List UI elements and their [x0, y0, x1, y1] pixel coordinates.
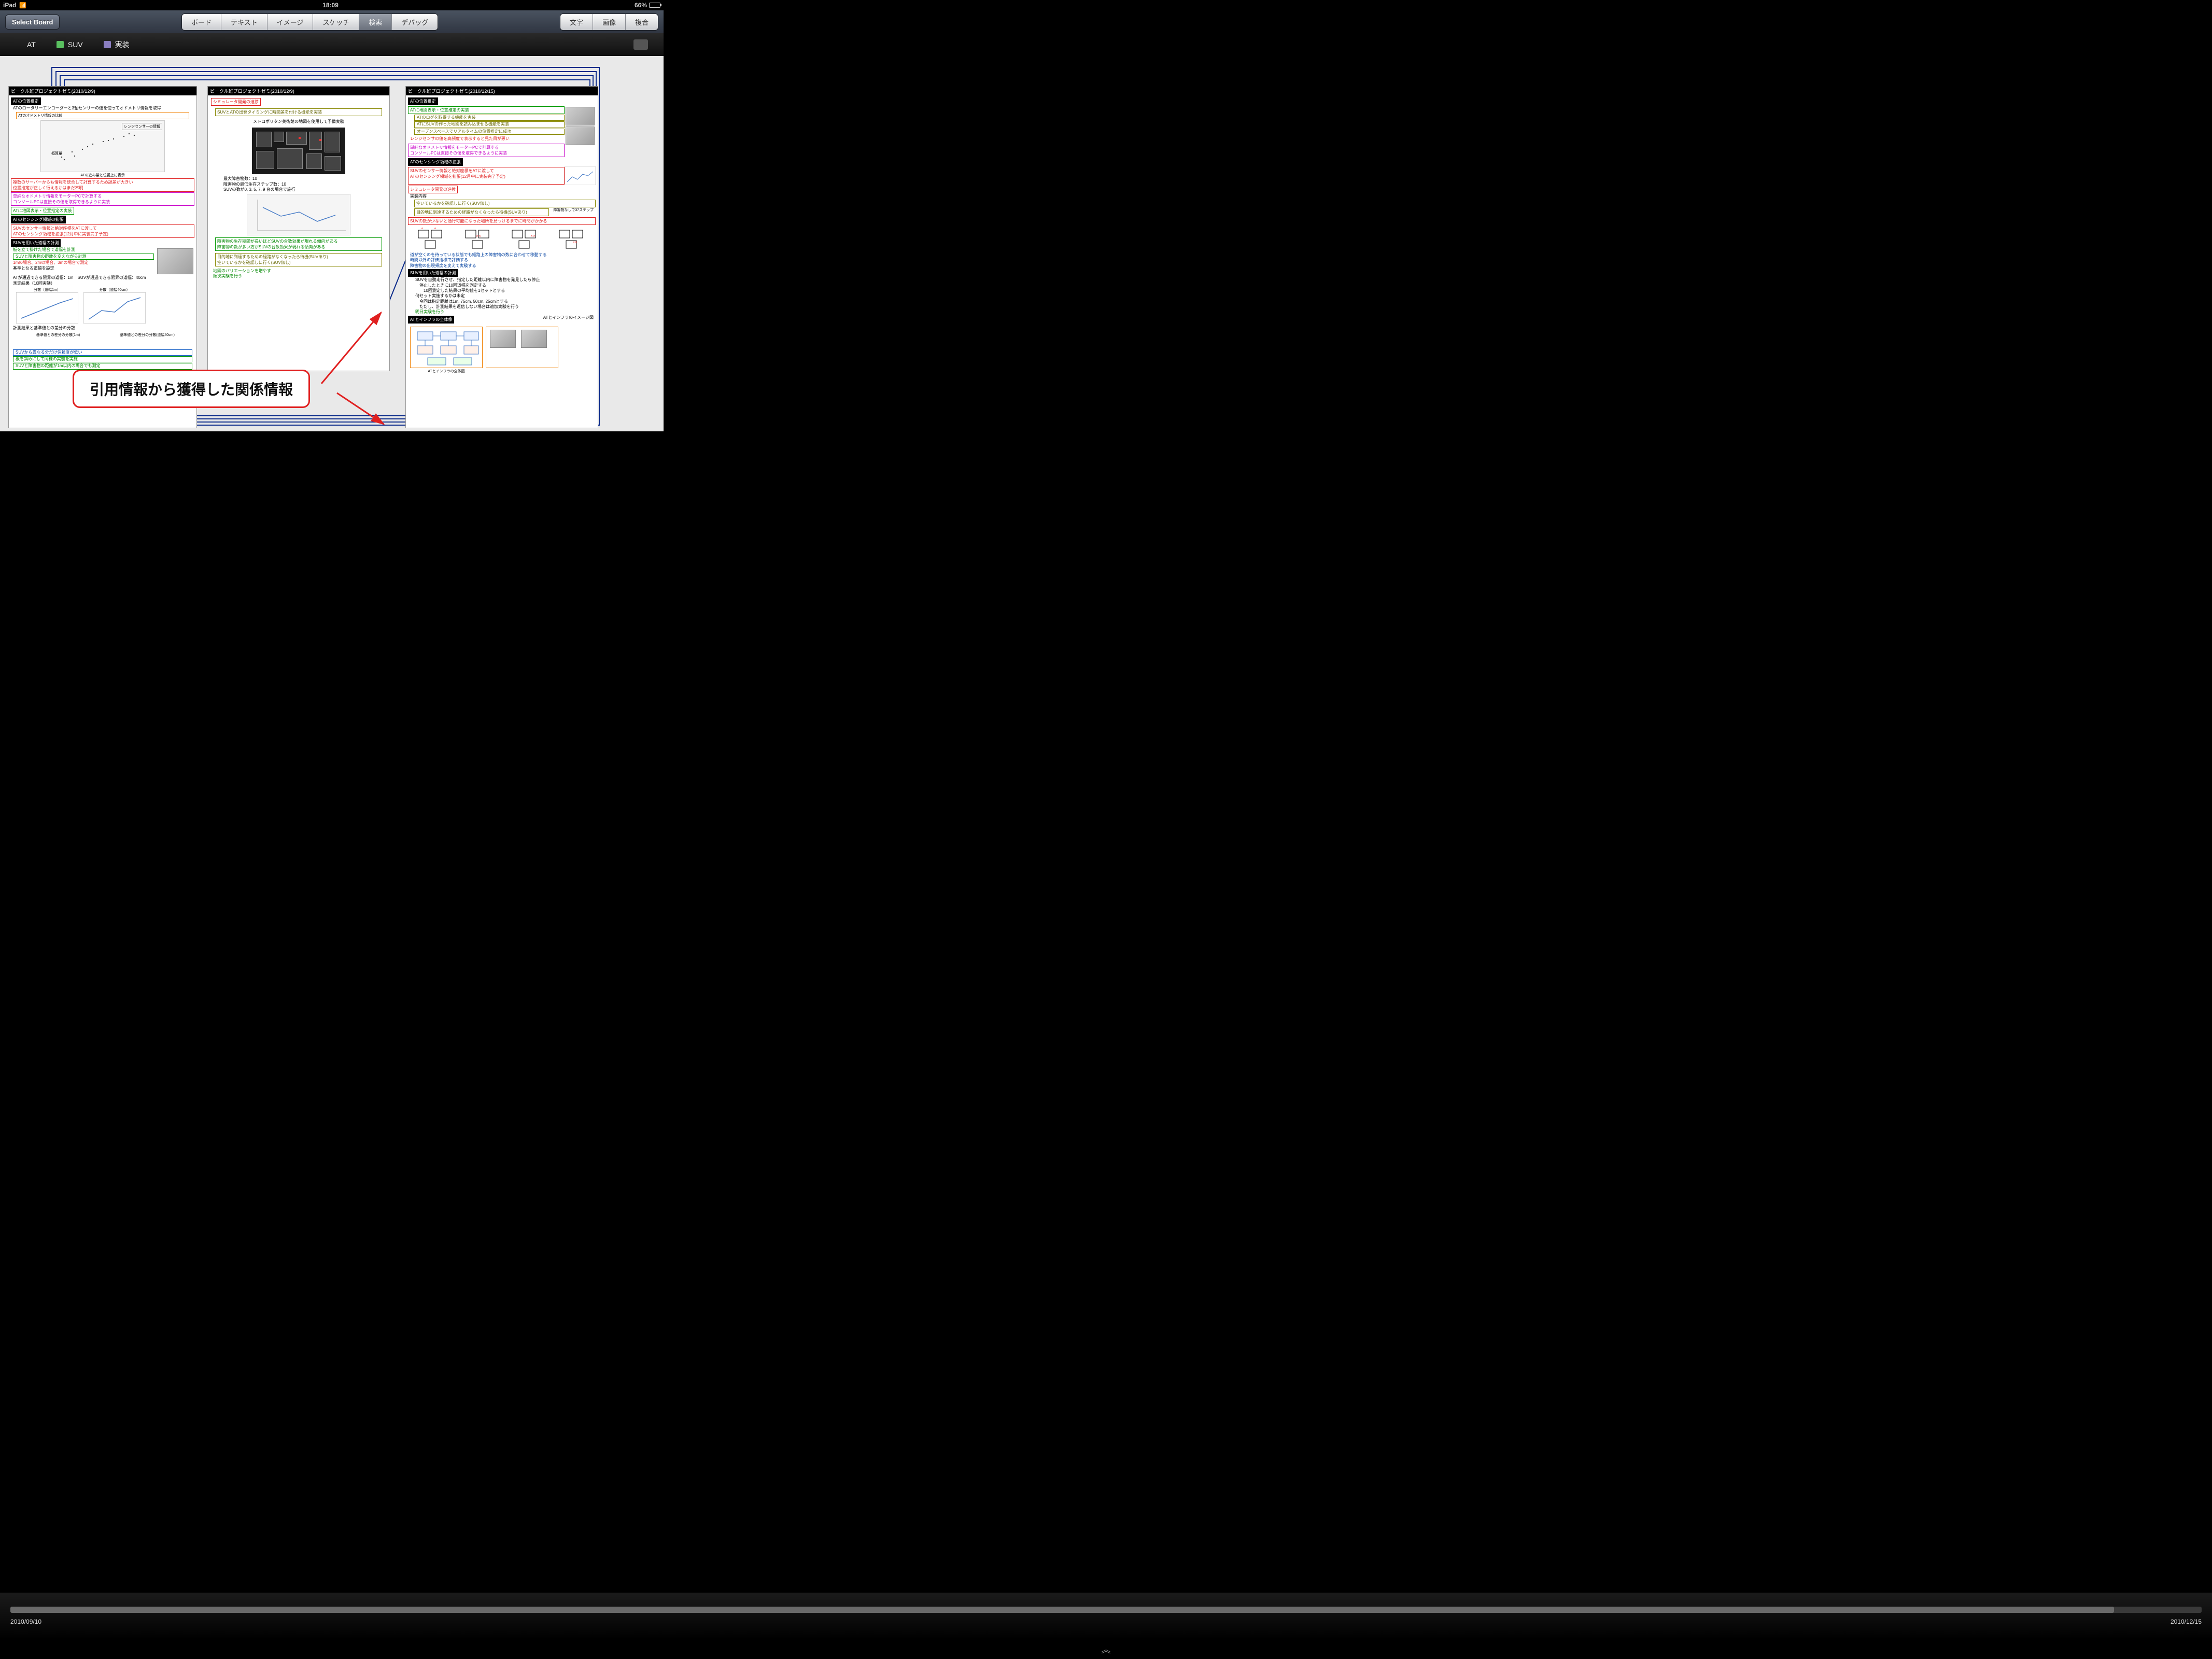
b3-sec4: SUVを用いた道幅の計測 — [408, 269, 458, 277]
timeline-fill — [10, 1607, 2114, 1613]
timeline-track[interactable] — [10, 1607, 2202, 1613]
swatch-at — [16, 41, 23, 48]
bottom-section: 2010/09/10 2010/12/15 ︽ — [0, 1593, 2212, 1659]
legend-bar: AT SUV 実装 — [0, 33, 664, 56]
b2-olive-box: 目的地に到達するための経路がなくなったら待機(SUVあり) 空いているかを確認し… — [215, 253, 382, 266]
b1-photo — [157, 248, 193, 274]
b2-floorplan — [252, 128, 345, 174]
chevron-up-icon: ︽ — [1102, 1642, 1111, 1656]
svg-text:✕✕: ✕✕ — [530, 235, 536, 238]
canvas[interactable]: ビークル班プロジェクトゼミ(2010/12/9) ATの位置推定 ATのロータリ… — [0, 56, 664, 431]
b3-sec5: ATとインフラの全体像 — [408, 316, 454, 324]
device-label: iPad — [3, 2, 16, 9]
legend-at: AT — [16, 40, 36, 49]
b3-photo-2 — [566, 126, 595, 145]
b3-sec1: ATの位置推定 — [408, 97, 438, 105]
b3-photo-1 — [566, 107, 595, 125]
callout: 引用情報から獲得した関係情報 — [73, 370, 310, 408]
b3-sec3: シミュレータ開発の進捗 — [408, 186, 458, 193]
b3-block-diagram: ATとインフラの全体図 — [410, 327, 483, 368]
tab-search[interactable]: 検索 — [359, 14, 392, 30]
tab-moji[interactable]: 文字 — [560, 14, 593, 30]
tab-debug[interactable]: デバッグ — [392, 14, 438, 30]
board-3[interactable]: ビークル班プロジェクトゼミ(2010/12/15) ATの位置推定 ATに地図表… — [405, 86, 598, 428]
status-bar: iPad 18:09 66% — [0, 0, 664, 10]
legend-impl: 実装 — [104, 39, 130, 50]
svg-text:✕✕: ✕✕ — [572, 241, 577, 244]
svg-text:✕: ✕ — [421, 228, 424, 230]
board-1-header: ビークル班プロジェクトゼミ(2010/12/9) — [9, 87, 196, 95]
b2-line-chart — [247, 194, 350, 235]
b1-sec1: ATの位置推定 — [11, 97, 41, 105]
b1-chart-left — [16, 292, 78, 324]
swatch-suv — [57, 41, 64, 48]
board-2[interactable]: ビークル班プロジェクトゼミ(2010/12/9) シミュレータ開発の進捗 SUV… — [207, 86, 390, 371]
battery-percent: 66% — [635, 2, 647, 9]
svg-text:✕: ✕ — [434, 228, 436, 230]
swatch-impl — [104, 41, 111, 48]
tab-fukugou[interactable]: 複合 — [626, 14, 658, 30]
tab-gazou[interactable]: 画像 — [593, 14, 626, 30]
timeline-end: 2010/12/15 — [2171, 1618, 2202, 1625]
board-2-header: ビークル班プロジェクトゼミ(2010/12/9) — [208, 87, 389, 95]
tab-board[interactable]: ボード — [182, 14, 221, 30]
wifi-icon — [19, 2, 26, 9]
b3-diagrams: ✕✕ ✕✕ ✕✕ ✕✕ — [408, 226, 596, 252]
board-3-header: ビークル班プロジェクトゼミ(2010/12/15) — [406, 87, 598, 95]
tab-sketch[interactable]: スケッチ — [313, 14, 359, 30]
b1-sec3: ATのセンシング領域の拡張 — [11, 216, 66, 223]
select-board-button[interactable]: Select Board — [5, 15, 60, 30]
b1-chart-right — [83, 292, 146, 324]
view-tabs: 文字 画像 複合 — [560, 13, 658, 31]
timeline-start: 2010/09/10 — [10, 1618, 41, 1625]
tab-image[interactable]: イメージ — [267, 14, 314, 30]
b2-sec1: シミュレータ開発の進捗 — [211, 98, 261, 106]
layout-icon[interactable] — [633, 39, 648, 50]
main-toolbar: Select Board ボード テキスト イメージ スケッチ 検索 デバッグ … — [0, 10, 664, 33]
timeline-scrubber[interactable]: 2010/09/10 2010/12/15 — [0, 1593, 2212, 1639]
b3-sec2: ATのセンシング領域の拡張 — [408, 158, 463, 166]
legend-suv: SUV — [57, 40, 83, 49]
mode-tabs: ボード テキスト イメージ スケッチ 検索 デバッグ — [181, 13, 438, 31]
b3-mini-chart — [565, 166, 596, 185]
b3-image-diagram — [486, 327, 558, 368]
grip-handle[interactable]: ︽ — [0, 1639, 2212, 1659]
b1-sec4: SUVを用いた道幅の計測 — [11, 239, 61, 247]
b1-scatter-chart: レンジセンサーの情報 概算量 — [40, 120, 165, 172]
tab-text[interactable]: テキスト — [221, 14, 267, 30]
clock: 18:09 — [26, 2, 635, 9]
battery-icon — [649, 3, 660, 8]
svg-text:✕✕: ✕✕ — [476, 235, 481, 238]
